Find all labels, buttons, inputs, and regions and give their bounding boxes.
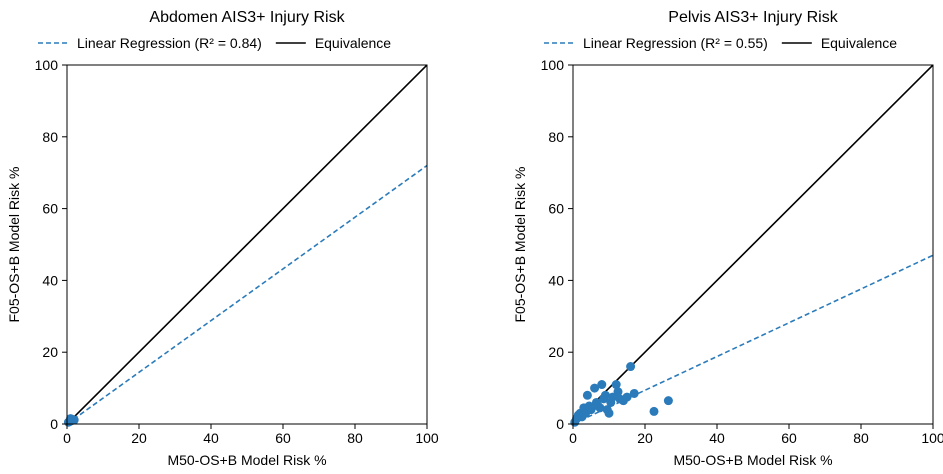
chart-title: Abdomen AIS3+ Injury Risk [149, 9, 345, 26]
legend-label-2: Equivalence [821, 35, 897, 51]
y-tick-label: 80 [548, 129, 564, 145]
data-point [582, 390, 592, 400]
x-tick-label: 40 [203, 430, 219, 446]
equivalence-line [67, 65, 427, 424]
x-tick-label: 80 [347, 430, 363, 446]
y-tick-label: 20 [42, 344, 58, 360]
x-tick-label: 20 [131, 430, 147, 446]
legend-label-1: Linear Regression (R² = 0.55) [583, 35, 768, 51]
data-point [597, 380, 607, 390]
y-tick-label: 60 [42, 201, 58, 217]
y-tick-label: 80 [42, 129, 58, 145]
data-point [590, 383, 600, 393]
data-point [626, 362, 636, 372]
x-tick-label: 0 [63, 430, 71, 446]
x-tick-label: 0 [569, 430, 577, 446]
x-tick-label: 20 [637, 430, 653, 446]
y-tick-label: 100 [541, 57, 565, 73]
chart-panel-1: Abdomen AIS3+ Injury Risk Linear Regressi… [6, 9, 439, 468]
legend-label-2: Equivalence [315, 35, 391, 51]
y-axis-label: F05-OS+B Model Risk % [512, 167, 528, 323]
data-point [604, 408, 614, 418]
x-axis-label: M50-OS+B Model Risk % [673, 452, 832, 468]
y-axis-label: F05-OS+B Model Risk % [6, 167, 22, 323]
y-tick-label: 20 [548, 344, 564, 360]
regression-line [67, 164, 427, 424]
y-tick-label: 40 [548, 272, 564, 288]
x-tick-label: 60 [781, 430, 797, 446]
data-point [611, 380, 621, 390]
y-tick-label: 60 [548, 201, 564, 217]
data-point [622, 392, 632, 402]
data-point [613, 387, 623, 397]
plot-frame [66, 64, 428, 425]
x-tick-label: 60 [275, 430, 291, 446]
y-tick-label: 0 [556, 416, 564, 432]
y-tick-label: 40 [42, 272, 58, 288]
x-axis-label: M50-OS+B Model Risk % [167, 452, 326, 468]
data-point [595, 403, 605, 413]
x-tick-label: 80 [853, 430, 869, 446]
x-tick-label: 100 [921, 430, 943, 446]
y-tick-label: 0 [50, 416, 58, 432]
legend-label-1: Linear Regression (R² = 0.84) [77, 35, 262, 51]
data-point [649, 406, 659, 416]
data-point [663, 396, 673, 406]
chart-panel-2: Pelvis AIS3+ Injury Risk Linear Regressio… [512, 9, 943, 468]
data-point [629, 388, 639, 398]
plot-frame [572, 64, 934, 425]
data-point [66, 414, 76, 424]
chart-title: Pelvis AIS3+ Injury Risk [668, 9, 838, 26]
data-point [600, 390, 610, 400]
equivalence-line [573, 65, 933, 424]
x-tick-label: 40 [709, 430, 725, 446]
x-tick-label: 100 [415, 430, 439, 446]
data-point [586, 405, 596, 415]
y-tick-label: 100 [35, 57, 59, 73]
